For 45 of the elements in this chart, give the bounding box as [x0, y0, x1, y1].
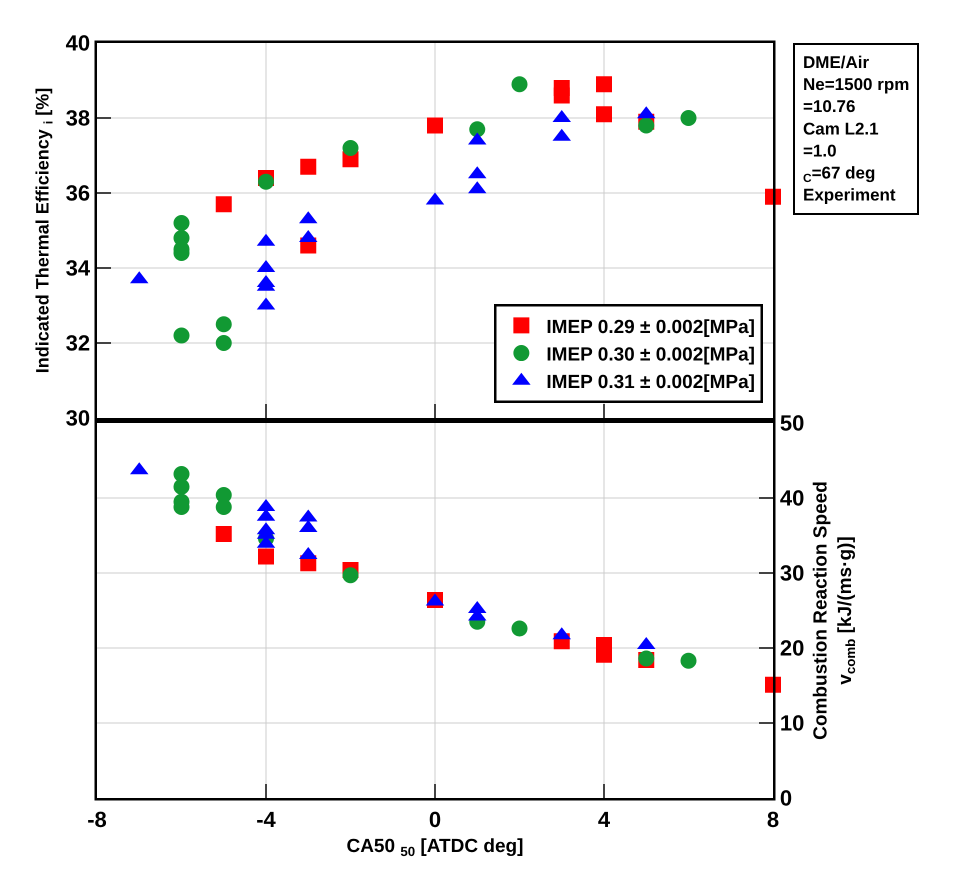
point	[216, 316, 232, 332]
point	[342, 140, 358, 156]
y-tick-label: 40	[66, 30, 90, 56]
y2-tick-label: 30	[780, 560, 804, 586]
y2-tick-label: 40	[780, 486, 804, 511]
point	[512, 620, 528, 636]
y2-tick-label: 20	[780, 636, 804, 661]
point	[638, 118, 654, 134]
point	[680, 652, 696, 669]
point	[216, 335, 232, 351]
point	[342, 567, 358, 584]
point	[300, 158, 316, 175]
point	[216, 526, 232, 542]
y2-tick-label: 0	[780, 786, 792, 811]
point	[427, 118, 443, 134]
legend-label: IMEP 0.30 ± 0.002[MPa]	[546, 344, 755, 366]
x-tick-label: -4	[256, 806, 277, 832]
y-tick-label: 34	[66, 256, 91, 281]
point	[680, 110, 696, 126]
x-tick-label: -8	[87, 806, 107, 832]
point	[469, 121, 486, 138]
legend-label: IMEP 0.31 ± 0.002[MPa]	[546, 372, 755, 394]
y-tick-label: 36	[66, 180, 90, 206]
point	[554, 88, 570, 104]
point	[174, 215, 190, 231]
point	[512, 76, 528, 92]
y2-tick-label: 50	[780, 410, 804, 436]
x-tick-label: 4	[598, 806, 611, 832]
point	[216, 499, 232, 515]
point	[174, 478, 190, 495]
point	[258, 548, 274, 564]
y2-tick-label: 10	[780, 710, 804, 736]
legend-label: IMEP 0.29 ± 0.002[MPa]	[546, 316, 755, 338]
point	[258, 174, 274, 190]
x-axis-title: CA50 $_{50}$ [ATDC deg]	[346, 836, 524, 859]
text: DME/Air Ne=1500 rpm =10.76 Cam L2.1 =1.0 $_{C}$=67 deg Experiment	[803, 53, 910, 205]
y-tick-label: 38	[66, 106, 90, 131]
x-tick-label: 8	[766, 806, 780, 832]
y-tick-label: 30	[66, 406, 90, 431]
y-tick-label: 32	[66, 330, 90, 356]
point	[596, 106, 612, 122]
x-tick-label: 0	[428, 806, 442, 832]
point	[174, 328, 190, 344]
point	[596, 76, 612, 92]
point	[216, 196, 232, 212]
